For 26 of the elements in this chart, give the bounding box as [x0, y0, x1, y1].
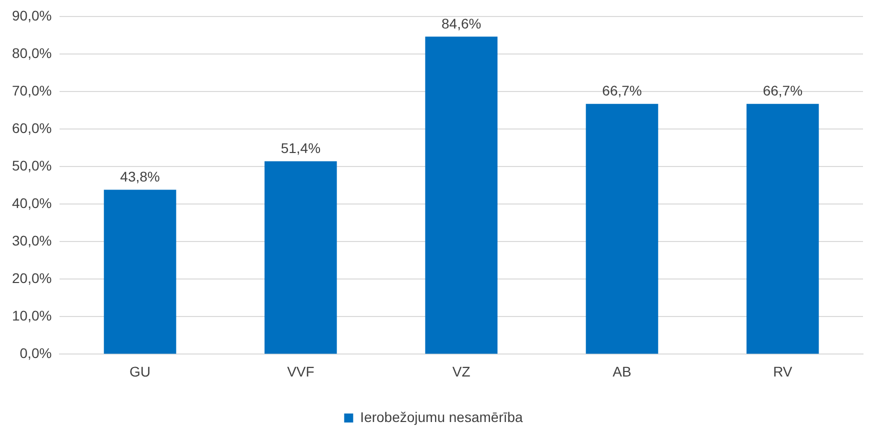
data-label: 51,4%: [280, 140, 321, 156]
data-label: 66,7%: [762, 82, 803, 99]
x-tick-label: RV: [773, 363, 793, 380]
bar: [425, 36, 498, 354]
data-label: 66,7%: [602, 82, 642, 99]
y-tick-label: 60,0%: [12, 120, 52, 136]
x-tick-label: AB: [612, 363, 632, 380]
bar: [104, 190, 176, 354]
bar: [264, 161, 337, 354]
y-tick-label: 0,0%: [20, 345, 52, 362]
bar: [746, 104, 819, 354]
data-label: 84,6%: [441, 16, 482, 32]
x-tick-label: GU: [130, 363, 151, 380]
bar: [586, 104, 658, 354]
data-label: 43,8%: [120, 168, 160, 185]
legend-label: Ierobežojumu nesamērība: [360, 408, 524, 425]
y-tick-label: 30,0%: [12, 232, 52, 248]
x-tick-label: VZ: [452, 363, 471, 380]
y-tick-label: 80,0%: [12, 44, 52, 61]
y-tick-label: 10,0%: [12, 308, 52, 324]
y-tick-label: 20,0%: [12, 270, 52, 286]
x-tick-label: VVF: [287, 363, 314, 380]
y-tick-label: 50,0%: [12, 157, 52, 174]
y-tick-label: 40,0%: [12, 194, 52, 211]
y-tick-label: 90,0%: [12, 7, 52, 24]
y-tick-label: 70,0%: [12, 82, 52, 98]
